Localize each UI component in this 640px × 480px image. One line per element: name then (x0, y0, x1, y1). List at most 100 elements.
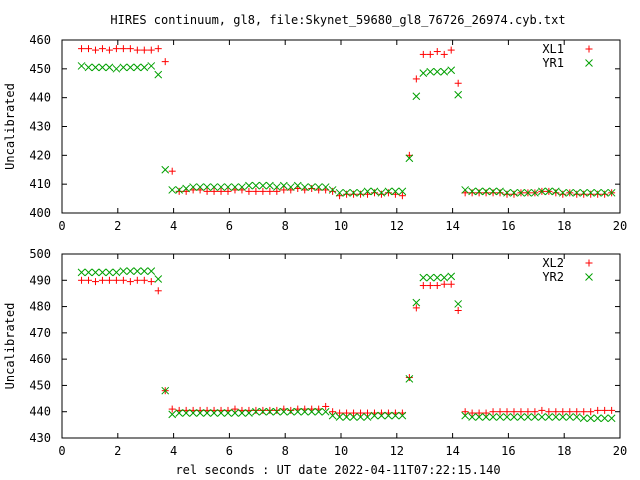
point-yr1 (224, 183, 232, 191)
point-yr2 (77, 268, 86, 277)
point-yr2 (286, 407, 295, 416)
point-yr2-d2 (231, 409, 239, 417)
point-yr2-d2 (77, 268, 86, 277)
x-tick-label: 10 (334, 219, 348, 233)
point-yr1 (377, 188, 386, 197)
x-tick-label: 4 (170, 219, 177, 233)
point-yr2 (154, 275, 163, 283)
point-xl1 (475, 189, 483, 197)
y-tick-label: 440 (29, 405, 51, 419)
point-yr1-d2 (196, 183, 204, 191)
y-tick-label: 450 (29, 62, 51, 76)
point-xl1 (489, 189, 497, 197)
point-xl2 (140, 276, 148, 284)
point-yr2-d2 (224, 409, 232, 417)
point-xl1 (280, 186, 288, 194)
point-yr1 (391, 187, 400, 196)
point-yr2 (147, 267, 156, 275)
point-yr1 (293, 181, 302, 190)
point-yr2 (517, 413, 525, 421)
point-yr2 (412, 298, 421, 307)
point-yr1 (321, 183, 330, 191)
point-yr2 (84, 268, 93, 277)
point-yr1-d2 (259, 181, 267, 190)
point-yr2-d2 (377, 411, 386, 420)
point-yr2 (545, 413, 553, 421)
point-yr1 (398, 187, 407, 196)
point-yr1 (238, 183, 246, 191)
point-yr1-d2 (105, 63, 114, 72)
point-yr1-d2 (363, 187, 372, 196)
point-yr1-d2 (321, 183, 330, 191)
y-tick-label: 500 (29, 247, 51, 261)
point-yr1-d2 (524, 188, 532, 197)
x-tick-label: 16 (501, 219, 515, 233)
point-xl2 (503, 408, 511, 416)
point-yr2 (391, 411, 400, 420)
point-yr1-d2 (489, 187, 497, 196)
point-yr2-d2 (105, 268, 114, 277)
point-xl1 (252, 187, 260, 195)
point-yr2-d2 (119, 267, 128, 275)
point-yr2 (342, 413, 351, 421)
point-yr1 (91, 63, 100, 72)
point-yr1-d2 (245, 181, 253, 190)
point-xl1 (259, 187, 267, 195)
legend-label-xl1: XL1 (542, 42, 564, 56)
point-xl1 (147, 46, 155, 54)
point-yr1 (440, 67, 449, 76)
point-yr1 (314, 183, 323, 191)
point-xl2 (133, 276, 141, 284)
point-yr2-d2 (461, 411, 470, 420)
point-yr2-d2 (196, 409, 204, 417)
point-yr2 (245, 409, 253, 417)
point-yr2 (321, 407, 330, 416)
point-yr2 (98, 268, 107, 277)
point-yr1 (126, 63, 135, 72)
legend-marker-yr2-d2 (585, 273, 593, 281)
point-yr2-d2 (426, 273, 435, 282)
point-yr1 (356, 188, 365, 197)
point-yr1 (161, 165, 170, 174)
point-yr2 (551, 413, 560, 421)
legend-label-yr2: YR2 (542, 270, 564, 284)
point-xl1 (78, 45, 86, 53)
point-yr2 (363, 413, 372, 421)
x-tick-label: 20 (613, 219, 627, 233)
point-xl2 (580, 408, 588, 416)
point-yr2-d2 (538, 413, 546, 421)
point-xl2 (412, 304, 420, 312)
point-yr2-d2 (238, 409, 246, 417)
point-yr1-d2 (147, 62, 156, 70)
point-yr2 (307, 407, 316, 416)
x-tick-label: 8 (282, 219, 289, 233)
point-xl1 (552, 189, 560, 197)
point-xl2 (336, 409, 344, 417)
point-xl2 (231, 405, 239, 413)
point-xl1 (419, 50, 427, 58)
point-yr2-d2 (182, 409, 191, 417)
point-xl2 (587, 408, 595, 416)
point-xl2 (566, 408, 574, 416)
point-yr2 (524, 413, 532, 421)
point-xl1 (329, 187, 337, 195)
point-yr2-d2 (454, 300, 463, 308)
point-xl2 (601, 406, 609, 414)
x-tick-label: 2 (114, 444, 121, 458)
point-yr1-d2 (593, 188, 602, 197)
point-xl2 (419, 282, 427, 290)
point-yr1 (461, 186, 470, 194)
x-tick-label: 12 (390, 444, 404, 458)
point-yr1 (252, 181, 260, 190)
point-yr2 (503, 413, 511, 421)
point-yr2-d2 (405, 375, 414, 383)
point-xl1 (175, 187, 183, 195)
point-xl1 (245, 187, 253, 195)
point-yr2-d2 (447, 272, 456, 281)
point-yr2 (293, 407, 302, 416)
point-yr2 (489, 413, 497, 421)
point-xl1 (440, 50, 448, 58)
point-yr2 (259, 407, 267, 416)
point-yr1-d2 (370, 187, 379, 196)
point-yr2 (510, 413, 518, 421)
